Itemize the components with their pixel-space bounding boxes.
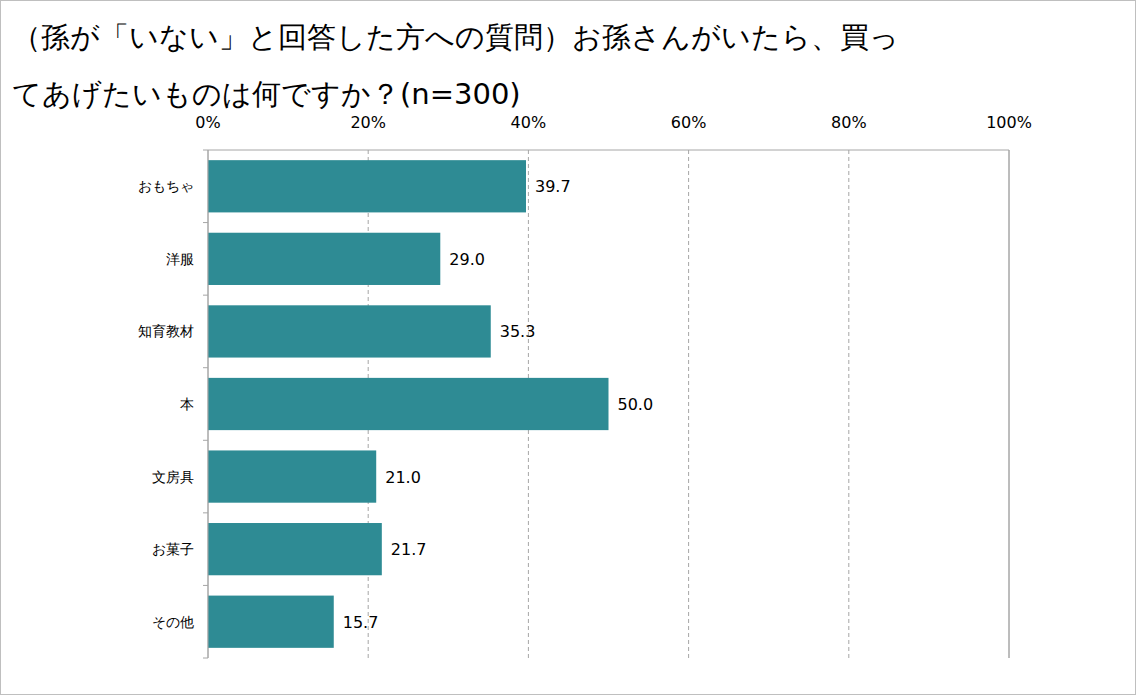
tick-label: 40%: [511, 113, 547, 132]
category-tick: [203, 585, 208, 586]
category-tick: [203, 658, 208, 659]
grid-line: [1009, 150, 1010, 658]
axis-line: [208, 150, 209, 658]
bar: [208, 523, 382, 575]
category-tick: [203, 150, 208, 151]
grid-line: [848, 150, 849, 658]
category-tick: [203, 295, 208, 296]
grid-line: [688, 150, 689, 658]
category-label: お菓子: [152, 541, 194, 557]
data-label: 29.0: [449, 250, 485, 269]
data-label: 39.7: [535, 177, 571, 196]
bar: [208, 305, 491, 357]
chart-svg: 0% 20% 40% 60% 80% 100% 39.7 おもちゃ 29.0 洋服 35.3 知育教材…: [0, 0, 1136, 695]
bar: [208, 233, 440, 285]
chart-title: （孫が「いない」と回答した方への質問）お孫さんがいたら、買ってあげたいものは何で…: [12, 9, 902, 123]
plot-frame: [1009, 150, 1010, 658]
bar: [208, 596, 334, 648]
category-tick: [203, 440, 208, 441]
data-label: 50.0: [618, 395, 654, 414]
tick-label: 0%: [195, 113, 220, 132]
data-label: 21.0: [385, 468, 421, 487]
category-label: 本: [180, 396, 194, 412]
category-label: 知育教材: [138, 323, 194, 339]
bar: [208, 160, 526, 212]
category-label: 文房具: [152, 469, 194, 485]
category-tick: [203, 367, 208, 368]
category-tick: [203, 512, 208, 513]
tick-label: 100%: [986, 113, 1032, 132]
category-label: 洋服: [166, 251, 194, 267]
tick-label: 80%: [831, 113, 867, 132]
bar: [208, 450, 376, 502]
category-tick: [203, 222, 208, 223]
bars: [208, 160, 609, 648]
data-label: 35.3: [500, 322, 536, 341]
grid-line: [208, 150, 209, 658]
plot-frame: [208, 150, 1009, 151]
bar: [208, 378, 609, 430]
data-label: 15.7: [343, 613, 379, 632]
data-label: 21.7: [391, 540, 427, 559]
category-label: その他: [152, 614, 194, 630]
tick-label: 60%: [671, 113, 707, 132]
category-label: おもちゃ: [138, 178, 194, 194]
tick-label: 20%: [350, 113, 386, 132]
